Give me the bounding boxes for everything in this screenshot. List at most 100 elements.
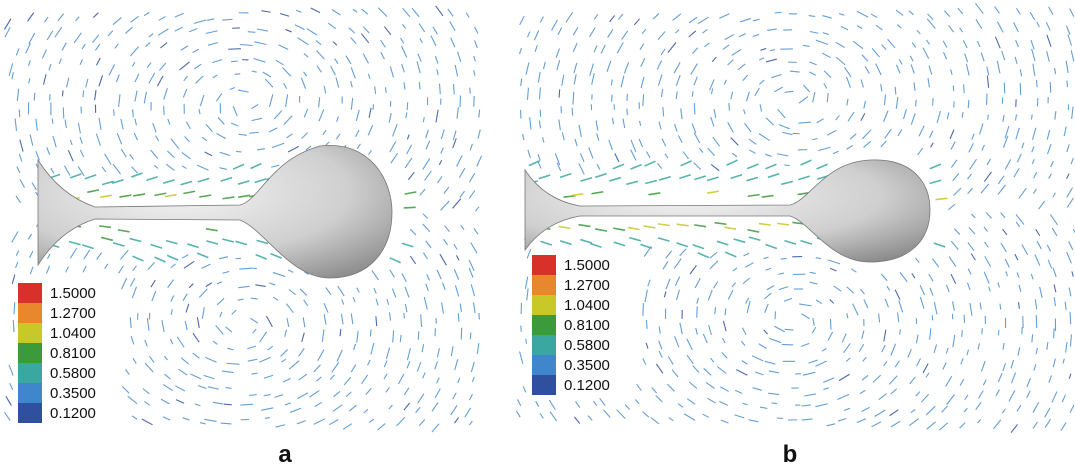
flow-arrow	[628, 227, 640, 229]
flow-arrow	[774, 87, 782, 92]
flow-arrow	[710, 252, 717, 258]
flow-arrow	[884, 111, 889, 122]
flow-arrow	[281, 359, 285, 362]
flow-arrow	[643, 412, 649, 418]
flow-arrow	[951, 274, 956, 284]
flow-arrow	[318, 350, 324, 361]
flow-arrow	[523, 386, 526, 392]
flow-arrow	[1011, 424, 1017, 432]
flow-arrow	[678, 404, 683, 408]
flow-arrow	[200, 95, 204, 106]
flow-arrow	[248, 32, 256, 33]
flow-arrow	[259, 357, 270, 362]
flow-arrow	[853, 41, 863, 49]
flow-arrow	[987, 76, 988, 88]
flow-arrow	[393, 330, 394, 342]
flow-arrow	[965, 395, 968, 400]
flow-arrow	[474, 40, 477, 47]
flow-arrow	[562, 75, 564, 86]
flow-arrow	[704, 368, 712, 375]
flow-arrow	[659, 122, 661, 130]
flow-arrow	[314, 365, 321, 372]
flow-arrow	[220, 312, 222, 317]
flow-arrow	[656, 364, 662, 374]
flow-arrow	[402, 64, 405, 72]
flow-arrow	[149, 73, 155, 84]
flow-arrow	[375, 86, 376, 94]
flow-arrow	[13, 320, 14, 332]
flow-arrow	[759, 134, 770, 141]
flow-arrow	[1019, 285, 1021, 292]
flow-arrow	[474, 56, 476, 61]
flow-arrow	[284, 83, 287, 88]
flow-arrow	[596, 121, 598, 131]
flow-arrow	[1035, 299, 1036, 309]
flow-arrow	[285, 29, 291, 31]
flow-arrow	[299, 374, 307, 380]
flow-arrow	[630, 165, 641, 170]
flow-arrow	[985, 256, 991, 266]
flow-arrow	[982, 145, 985, 151]
flow-arrow	[198, 385, 206, 388]
flow-arrow	[478, 130, 480, 139]
flow-arrow	[748, 420, 758, 422]
flow-arrow	[426, 130, 429, 138]
flow-arrow	[801, 405, 810, 406]
flow-arrow	[993, 420, 1000, 429]
flow-arrow	[51, 168, 54, 173]
flow-arrow	[457, 107, 458, 119]
flow-arrow	[722, 352, 727, 358]
flow-arrow	[119, 94, 120, 107]
flow-arrow	[319, 109, 324, 121]
flow-arrow	[703, 414, 709, 417]
flow-arrow	[566, 12, 573, 22]
flow-arrow	[823, 388, 828, 390]
flow-arrow	[859, 344, 863, 352]
flow-arrow	[264, 375, 273, 378]
flow-arrow	[351, 81, 353, 87]
flow-arrow	[523, 134, 524, 140]
flow-arrow	[836, 57, 845, 65]
flow-arrow	[1030, 12, 1034, 20]
flow-arrow	[823, 33, 829, 35]
flow-arrow	[397, 417, 405, 426]
flow-arrow	[5, 27, 10, 37]
flow-arrow	[261, 408, 273, 410]
flow-arrow	[236, 151, 241, 152]
flow-arrow	[698, 253, 709, 258]
flow-arrow	[407, 348, 410, 360]
flow-arrow	[728, 122, 734, 132]
flow-arrow	[20, 179, 25, 187]
flow-arrow	[404, 313, 405, 319]
flow-arrow	[105, 154, 112, 165]
flow-arrow	[251, 298, 258, 299]
flow-arrow	[978, 391, 983, 399]
flow-arrow	[679, 175, 690, 179]
flow-arrow	[714, 109, 716, 118]
flow-arrow	[528, 150, 530, 158]
flow-arrow	[184, 261, 194, 268]
flow-arrow	[981, 361, 985, 371]
flow-arrow	[197, 165, 208, 170]
flow-arrow	[823, 378, 834, 382]
flow-arrow	[1005, 259, 1009, 267]
flow-arrow	[977, 419, 980, 423]
flow-arrow	[1066, 342, 1067, 353]
flow-arrow	[87, 190, 99, 192]
flow-arrow	[1036, 229, 1040, 235]
flow-arrow	[696, 328, 698, 335]
flow-arrow	[460, 304, 461, 312]
flow-arrow	[187, 244, 198, 248]
flow-arrow	[1003, 229, 1007, 235]
flow-arrow	[256, 240, 268, 243]
flow-arrow	[861, 113, 865, 120]
flow-arrow	[451, 405, 457, 415]
flow-arrow	[251, 104, 258, 108]
flow-arrow	[74, 33, 81, 43]
flow-arrow	[164, 356, 167, 360]
flow-arrow	[1005, 126, 1009, 138]
flow-arrow	[543, 137, 544, 142]
flow-arrow	[433, 27, 437, 35]
legend-label: 0.8100	[50, 345, 96, 362]
flow-arrow	[834, 286, 842, 291]
